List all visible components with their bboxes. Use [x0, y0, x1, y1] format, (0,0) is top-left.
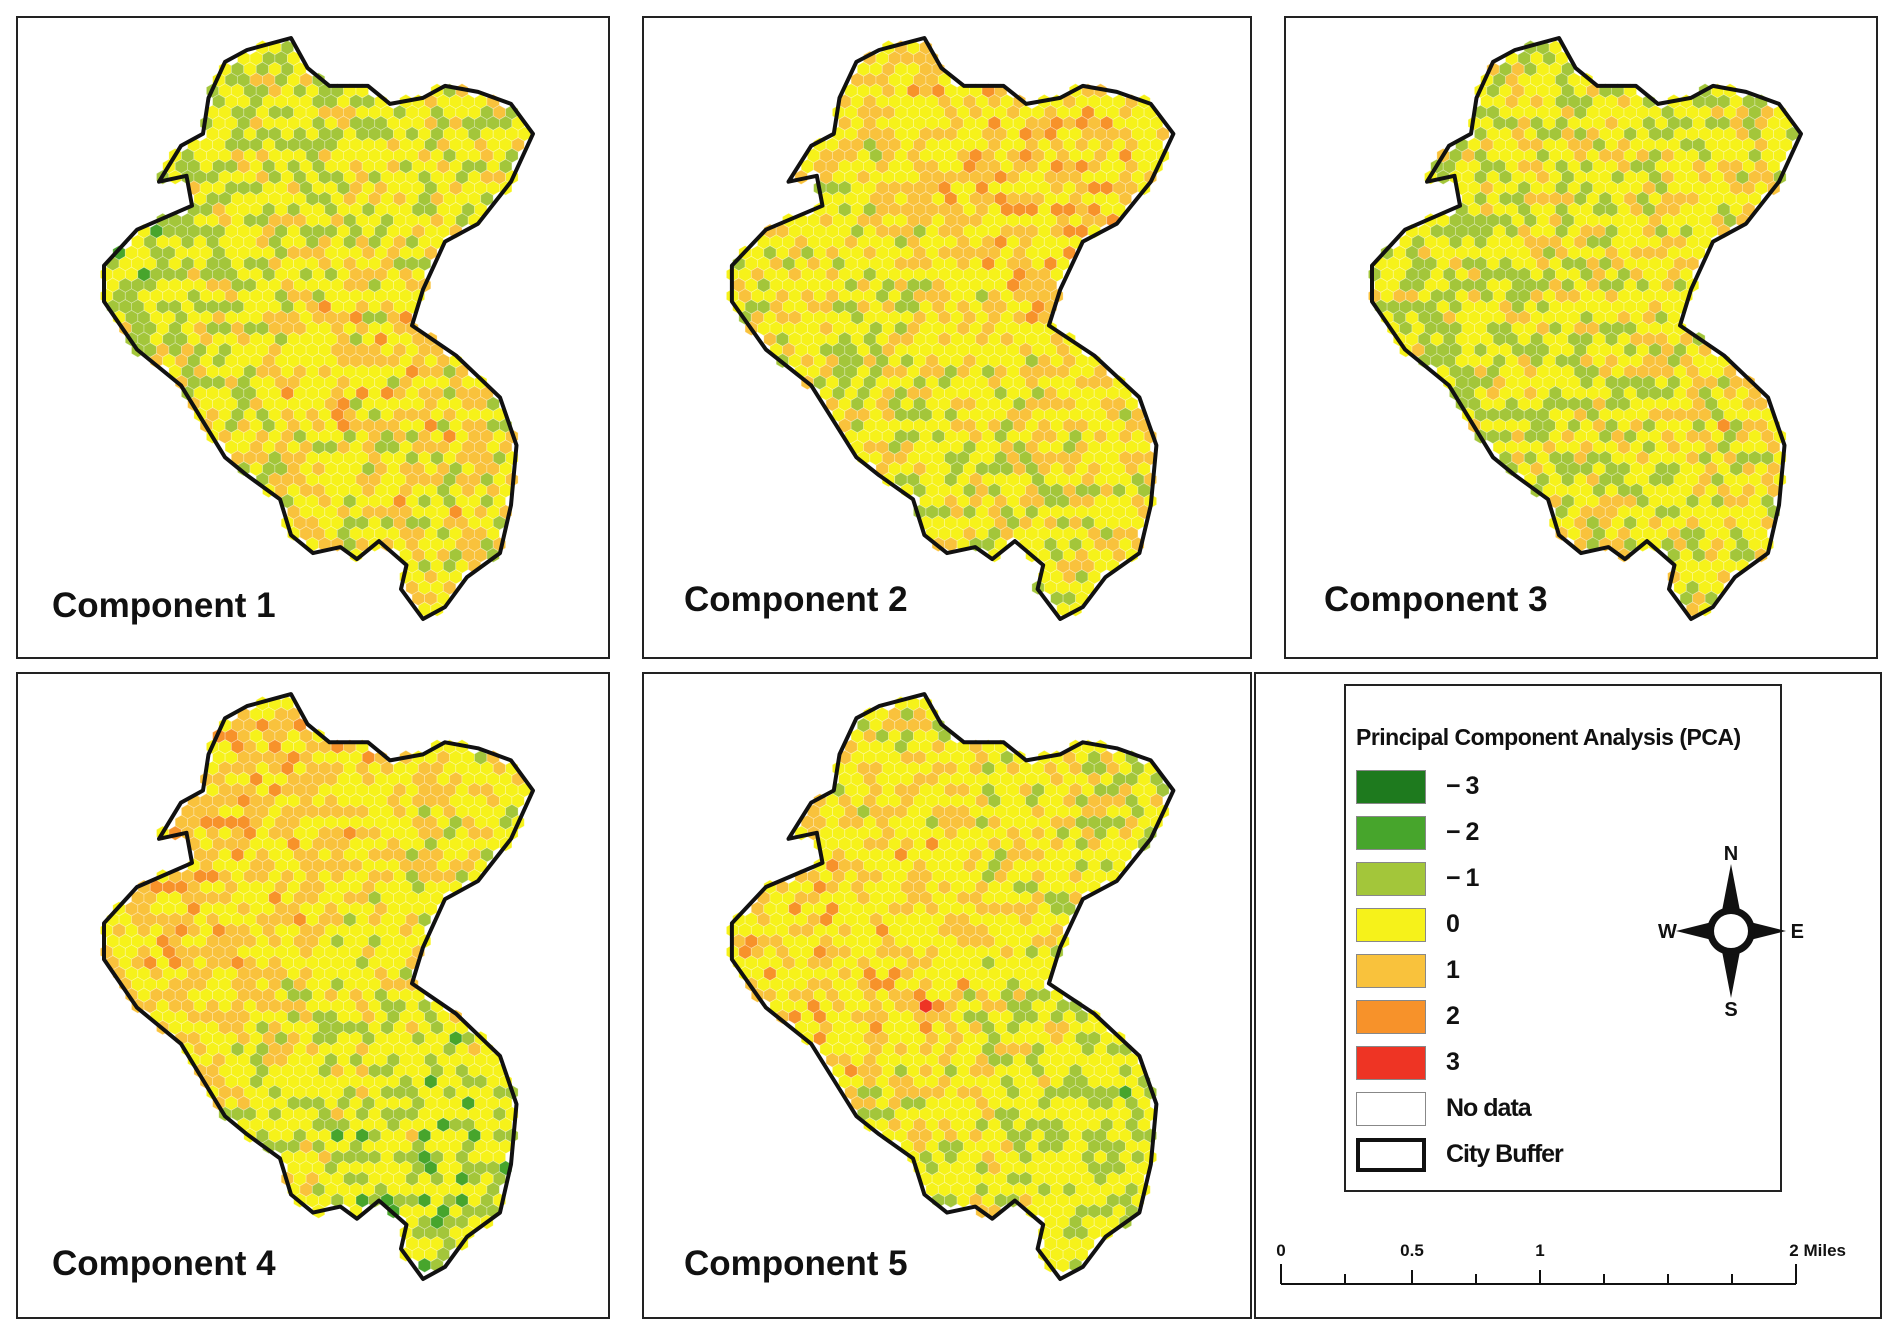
legend-title: Principal Component Analysis (PCA) — [1356, 724, 1741, 750]
map-panel-component-2: Component 2 — [642, 16, 1252, 659]
scale-ticks — [1280, 1264, 1797, 1284]
map-panel-component-3: Component 3 — [1284, 16, 1878, 659]
scale-tick-0-5: 0.5 — [1400, 1241, 1424, 1260]
compass-s-label: S — [1724, 999, 1737, 1016]
legend-swatch — [1356, 1000, 1426, 1034]
scale-tick-2-miles: 2 Miles — [1789, 1241, 1846, 1260]
legend-swatch — [1356, 816, 1426, 850]
map-panel-component-5: Component 5 — [642, 672, 1252, 1319]
scale-tick-0: 0 — [1276, 1241, 1285, 1260]
city-buffer-outline — [1370, 36, 1803, 621]
hexbin-map — [100, 692, 535, 1281]
panel-label: Component 2 — [684, 580, 908, 619]
legend-label: − 2 — [1446, 818, 1479, 846]
legend-panel: Principal Component Analysis (PCA) − 3 −… — [1254, 672, 1882, 1319]
hexbin-map — [100, 36, 535, 621]
north-arrow-compass-icon: N S W E — [1658, 846, 1804, 1016]
panel-label: Component 3 — [1324, 580, 1548, 619]
city-buffer-outline — [729, 36, 1176, 621]
legend-swatch — [1356, 1092, 1426, 1126]
panel-label: Component 4 — [52, 1244, 276, 1283]
city-buffer-outline — [102, 36, 535, 621]
legend-swatch — [1356, 1046, 1426, 1080]
legend-swatch — [1356, 954, 1426, 988]
panel-label: Component 1 — [52, 586, 276, 625]
scale-bar: 0 0.5 1 2 Miles — [1276, 1241, 1846, 1285]
hex-cells — [726, 39, 1170, 617]
compass-n-label: N — [1724, 846, 1738, 865]
legend-label: City Buffer — [1446, 1140, 1564, 1168]
hex-cells — [100, 39, 531, 617]
legend-swatch — [1356, 908, 1426, 942]
legend-label: 3 — [1446, 1048, 1460, 1076]
hexbin-map — [726, 36, 1176, 621]
compass-e-label: E — [1791, 921, 1804, 943]
hex-cells — [726, 695, 1170, 1273]
hex-cells — [1368, 39, 1799, 617]
legend-label: 1 — [1446, 956, 1460, 984]
map-panel-component-4: Component 4 — [16, 672, 610, 1319]
compass-w-label: W — [1658, 921, 1677, 943]
legend-swatch — [1356, 1138, 1426, 1172]
legend-swatch — [1356, 770, 1426, 804]
legend-label: 2 — [1446, 1002, 1460, 1030]
map-panel-component-1: Component 1 — [16, 16, 610, 659]
legend-label: − 1 — [1446, 864, 1479, 892]
legend-label: − 3 — [1446, 772, 1479, 800]
hexbin-map — [1368, 36, 1803, 621]
legend-label: No data — [1446, 1094, 1532, 1122]
legend-swatch — [1356, 862, 1426, 896]
hexbin-map — [726, 692, 1176, 1281]
city-buffer-outline — [729, 692, 1176, 1281]
panel-label: Component 5 — [684, 1244, 908, 1283]
scale-tick-1: 1 — [1535, 1241, 1544, 1260]
city-buffer-outline — [102, 692, 535, 1281]
legend-label: 0 — [1446, 910, 1460, 938]
legend: Principal Component Analysis (PCA) − 3 −… — [1344, 684, 1804, 1192]
hex-cells — [100, 695, 531, 1273]
